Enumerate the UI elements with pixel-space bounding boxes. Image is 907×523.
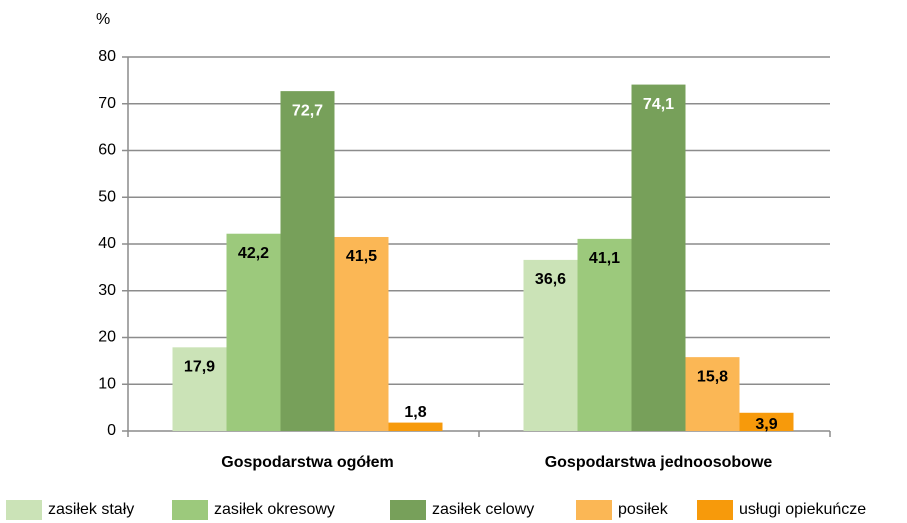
legend-swatch	[576, 500, 612, 520]
legend-swatch	[172, 500, 208, 520]
legend-swatch	[6, 500, 42, 520]
y-tick-label: 0	[107, 422, 116, 439]
legend-label: posiłek	[618, 501, 669, 518]
y-axis-label: %	[96, 11, 110, 28]
data-label: 1,8	[404, 404, 426, 421]
data-label: 72,7	[292, 102, 323, 119]
x-tick-label: Gospodarstwa jednoosobowe	[545, 454, 773, 471]
x-tick-label: Gospodarstwa ogółem	[221, 454, 393, 471]
y-tick-label: 50	[98, 188, 116, 205]
y-tick-label: 80	[98, 48, 116, 65]
bar	[739, 412, 794, 431]
data-label: 41,5	[346, 248, 377, 265]
data-label: 15,8	[697, 368, 728, 385]
data-label: 3,9	[755, 416, 777, 433]
bar	[685, 357, 740, 431]
data-label: 41,1	[589, 250, 620, 267]
bar	[280, 91, 335, 431]
data-label: 74,1	[643, 96, 674, 113]
y-tick-label: 20	[98, 329, 116, 346]
y-tick-label: 10	[98, 375, 116, 392]
bar	[388, 422, 443, 431]
bar	[334, 236, 389, 431]
y-tick-label: 40	[98, 235, 116, 252]
legend-label: zasiłek okresowy	[214, 501, 335, 518]
y-tick-label: 70	[98, 95, 116, 112]
legend-label: usługi opiekuńcze	[739, 501, 866, 518]
legend-swatch	[390, 500, 426, 520]
data-label: 36,6	[535, 271, 566, 288]
data-label: 17,9	[184, 359, 215, 376]
bar	[172, 347, 227, 431]
y-tick-label: 30	[98, 282, 116, 299]
bar	[226, 233, 281, 431]
bar	[577, 238, 632, 431]
legend-label: zasiłek stały	[48, 501, 134, 518]
bar	[631, 84, 686, 432]
legend-swatch	[697, 500, 733, 520]
y-tick-label: 60	[98, 142, 116, 159]
data-label: 42,2	[238, 245, 269, 262]
legend-label: zasiłek celowy	[432, 501, 534, 518]
bar	[523, 259, 578, 431]
